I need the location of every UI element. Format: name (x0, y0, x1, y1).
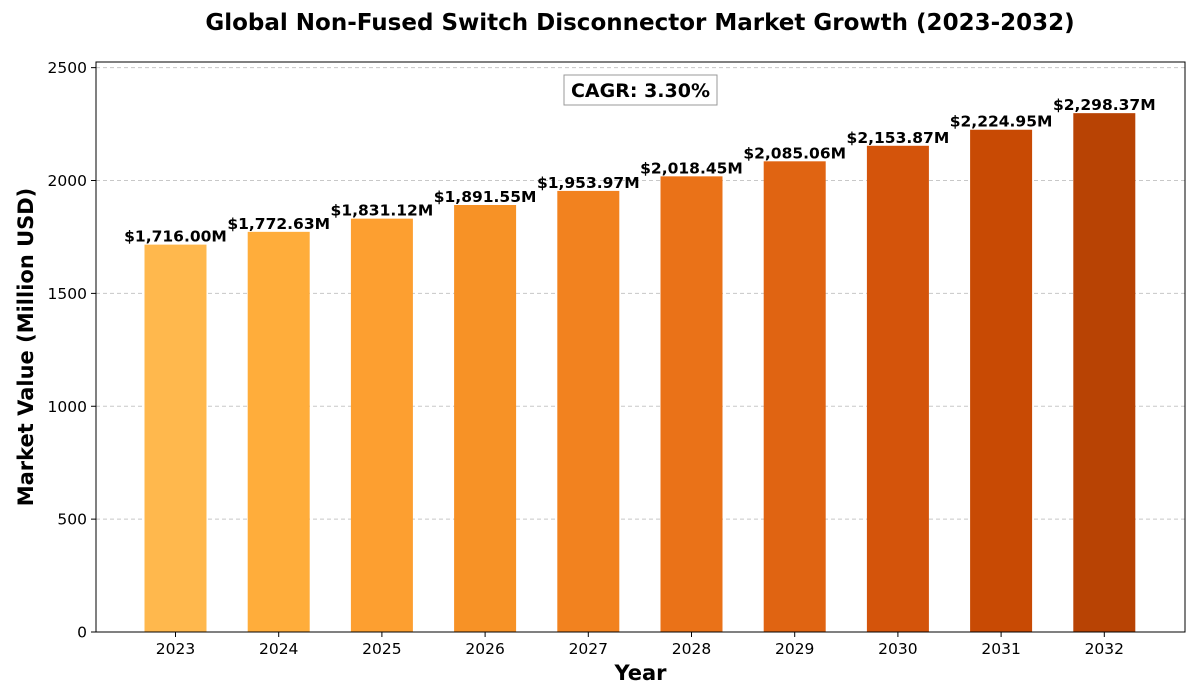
bar-2026 (454, 204, 517, 632)
bar-value-label: $2,224.95M (950, 113, 1053, 131)
y-axis-ticks: 0 500 1000 1500 2000 2500 (48, 59, 96, 642)
x-tick-label: 2025 (362, 640, 401, 658)
bar-2029 (763, 161, 826, 633)
bar-value-label: $2,018.45M (640, 159, 743, 177)
cagr-text: CAGR: 3.30% (571, 80, 710, 102)
bar-value-label: $1,891.55M (434, 188, 537, 206)
bar-2032 (1073, 113, 1136, 633)
y-tick-label: 1500 (48, 285, 87, 303)
x-tick-label: 2031 (981, 640, 1020, 658)
bar-value-label: $1,831.12M (331, 202, 434, 220)
bar-2030 (866, 145, 929, 632)
x-tick-label: 2027 (569, 640, 608, 658)
bar-value-label: $2,298.37M (1053, 96, 1156, 114)
bar-value-label: $2,153.87M (847, 129, 950, 147)
bars (144, 113, 1136, 633)
cagr-annotation: CAGR: 3.30% (563, 74, 718, 106)
x-tick-label: 2032 (1085, 640, 1124, 658)
y-tick-label: 2500 (48, 59, 87, 77)
x-axis-ticks: 2023 2024 2025 2026 2027 2028 2029 2030 2031 2032 (156, 632, 1124, 658)
x-tick-label: 2028 (672, 640, 711, 658)
bar-value-label: $1,772.63M (227, 215, 330, 233)
y-tick-label: 500 (57, 511, 87, 529)
bar-2027 (557, 190, 620, 633)
y-axis-title: Market Value (Million USD) (14, 188, 38, 507)
bar-2025 (350, 218, 413, 633)
x-tick-label: 2026 (465, 640, 504, 658)
bar-value-labels: $1,716.00M$1,772.63M$1,831.12M$1,891.55M… (124, 96, 1156, 245)
bar-value-label: $2,085.06M (743, 144, 846, 162)
y-tick-label: 1000 (48, 398, 87, 416)
chart-title: Global Non-Fused Switch Disconnector Mar… (205, 10, 1075, 36)
bar-2023 (144, 244, 207, 633)
y-tick-label: 0 (77, 624, 87, 642)
x-tick-label: 2030 (878, 640, 917, 658)
x-tick-label: 2023 (156, 640, 195, 658)
x-axis-title: Year (613, 661, 667, 685)
cagr-box (563, 74, 718, 106)
bar-2024 (247, 231, 310, 633)
x-tick-label: 2029 (775, 640, 814, 658)
bar-2031 (970, 129, 1033, 632)
y-tick-label: 2000 (48, 172, 87, 190)
bar-value-label: $1,953.97M (537, 174, 640, 192)
x-tick-label: 2024 (259, 640, 298, 658)
plot-frame (95, 61, 1186, 633)
bar-value-label: $1,716.00M (124, 228, 227, 246)
bar-2028 (660, 176, 723, 632)
